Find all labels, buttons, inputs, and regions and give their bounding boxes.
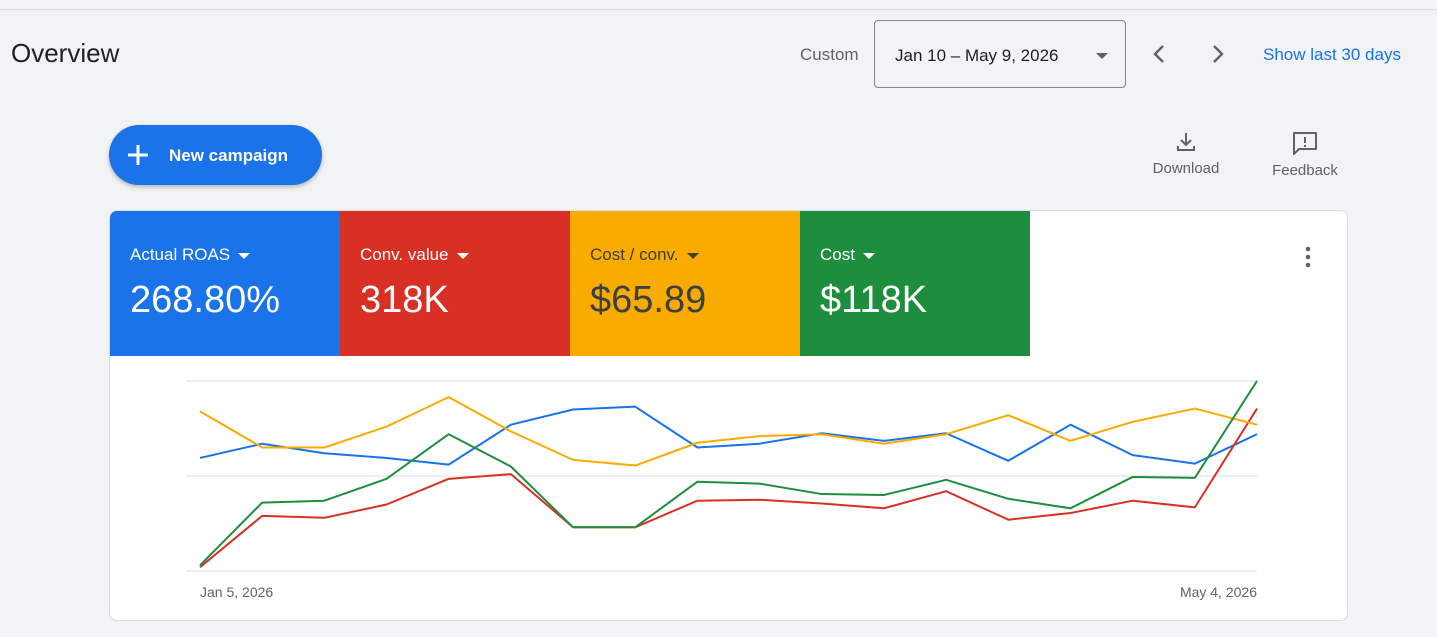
caret-down-icon [686,252,699,259]
metric-label: Actual ROAS [130,245,251,265]
x-tick-label: Jan 5, 2026 [200,584,273,600]
metric-value: 268.80% [130,279,281,321]
show-last-30-days-link[interactable]: Show last 30 days [1263,45,1401,64]
series-line-3 [199,380,1258,567]
line-chart: Jan 5, 2026 May 4, 2026 [186,380,1258,600]
caret-down-icon [238,252,251,259]
chevron-left-icon [1153,45,1164,63]
metric-label: Cost / conv. [590,245,699,265]
metric-tile-cost-per-conv[interactable]: Cost / conv. $65.89 [570,211,800,356]
metric-label: Conv. value [360,245,469,265]
download-label: Download [1152,160,1220,177]
metric-value: $118K [820,279,928,321]
x-tick-label: May 4, 2026 [1180,584,1257,600]
download-icon [1177,133,1195,151]
metric-label: Cost [820,245,875,265]
more-options-button[interactable] [1298,245,1318,269]
series-line-2 [199,396,1258,467]
custom-range-label: Custom [800,45,859,64]
new-campaign-button[interactable]: New campaign [109,125,322,185]
metric-tile-cost[interactable]: Cost $118K [800,211,1030,356]
top-divider [0,9,1437,10]
plus-icon [128,145,148,165]
date-range-text: Jan 10 – May 9, 2026 [895,46,1059,65]
feedback-button[interactable]: Feedback [1266,130,1344,179]
feedback-icon [1293,132,1317,155]
metric-tile-conv-value[interactable]: Conv. value 318K [340,211,570,356]
download-button[interactable]: Download [1146,130,1226,177]
previous-period-button[interactable] [1144,36,1174,72]
series-line-0 [199,405,1258,466]
page-title: Overview [11,38,120,68]
caret-down-icon [456,252,469,259]
series-line-1 [199,408,1258,568]
feedback-label: Feedback [1272,162,1338,179]
performance-card: Actual ROAS 268.80% Conv. value 318K Cos… [109,210,1348,621]
new-campaign-label: New campaign [169,146,289,165]
metric-value: $65.89 [590,279,707,321]
chevron-down-icon [1096,53,1108,59]
more-vert-icon [1305,246,1311,268]
metric-value: 318K [360,279,449,321]
caret-down-icon [862,252,875,259]
date-range-picker[interactable]: Jan 10 – May 9, 2026 [874,20,1126,88]
chevron-right-icon [1213,45,1224,63]
metric-tile-actual-roas[interactable]: Actual ROAS 268.80% [110,211,340,356]
next-period-button[interactable] [1203,36,1233,72]
